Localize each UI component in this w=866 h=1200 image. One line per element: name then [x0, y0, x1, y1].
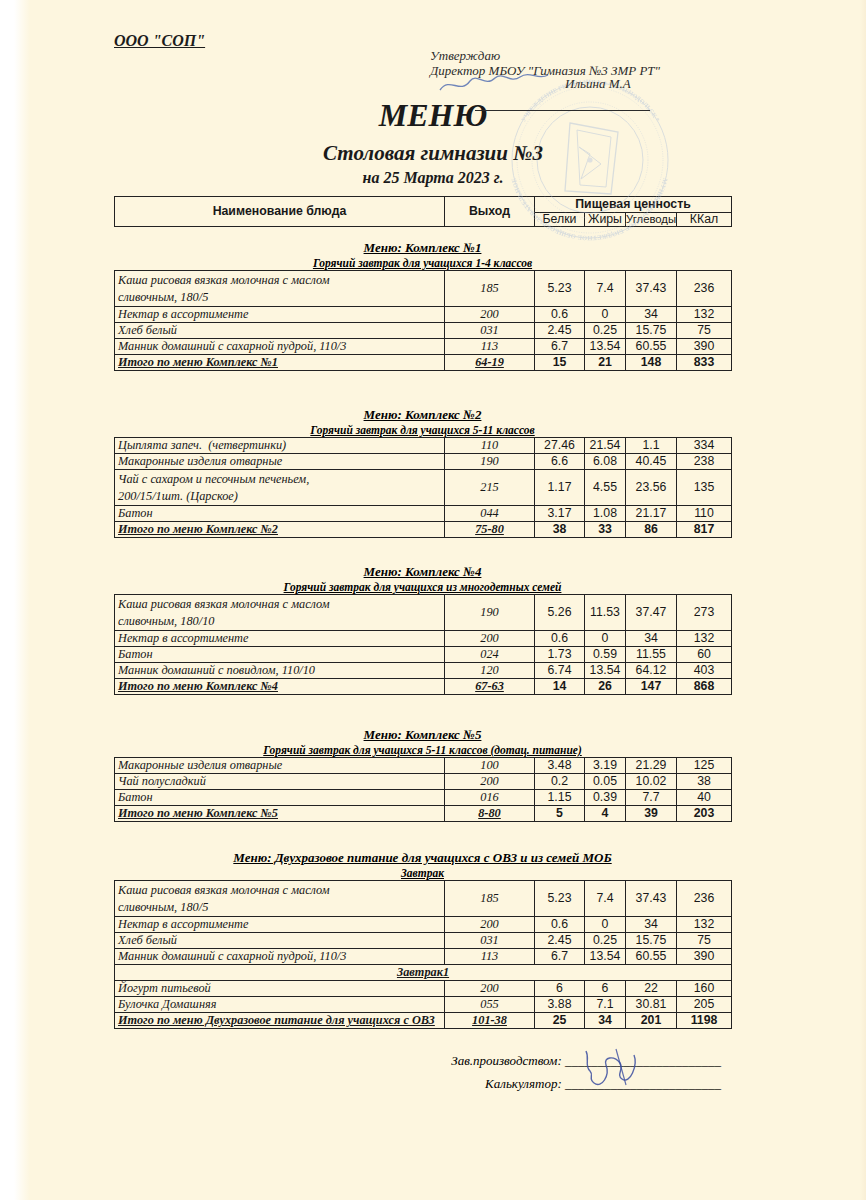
svg-text:МУНИЦИПАЛЬНОЕ БЮДЖЕТНОЕ ОБЩЕОБ: МУНИЦИПАЛЬНОЕ БЮДЖЕТНОЕ ОБЩЕОБРАЗОВАТЕЛЬ… [510, 177, 670, 242]
